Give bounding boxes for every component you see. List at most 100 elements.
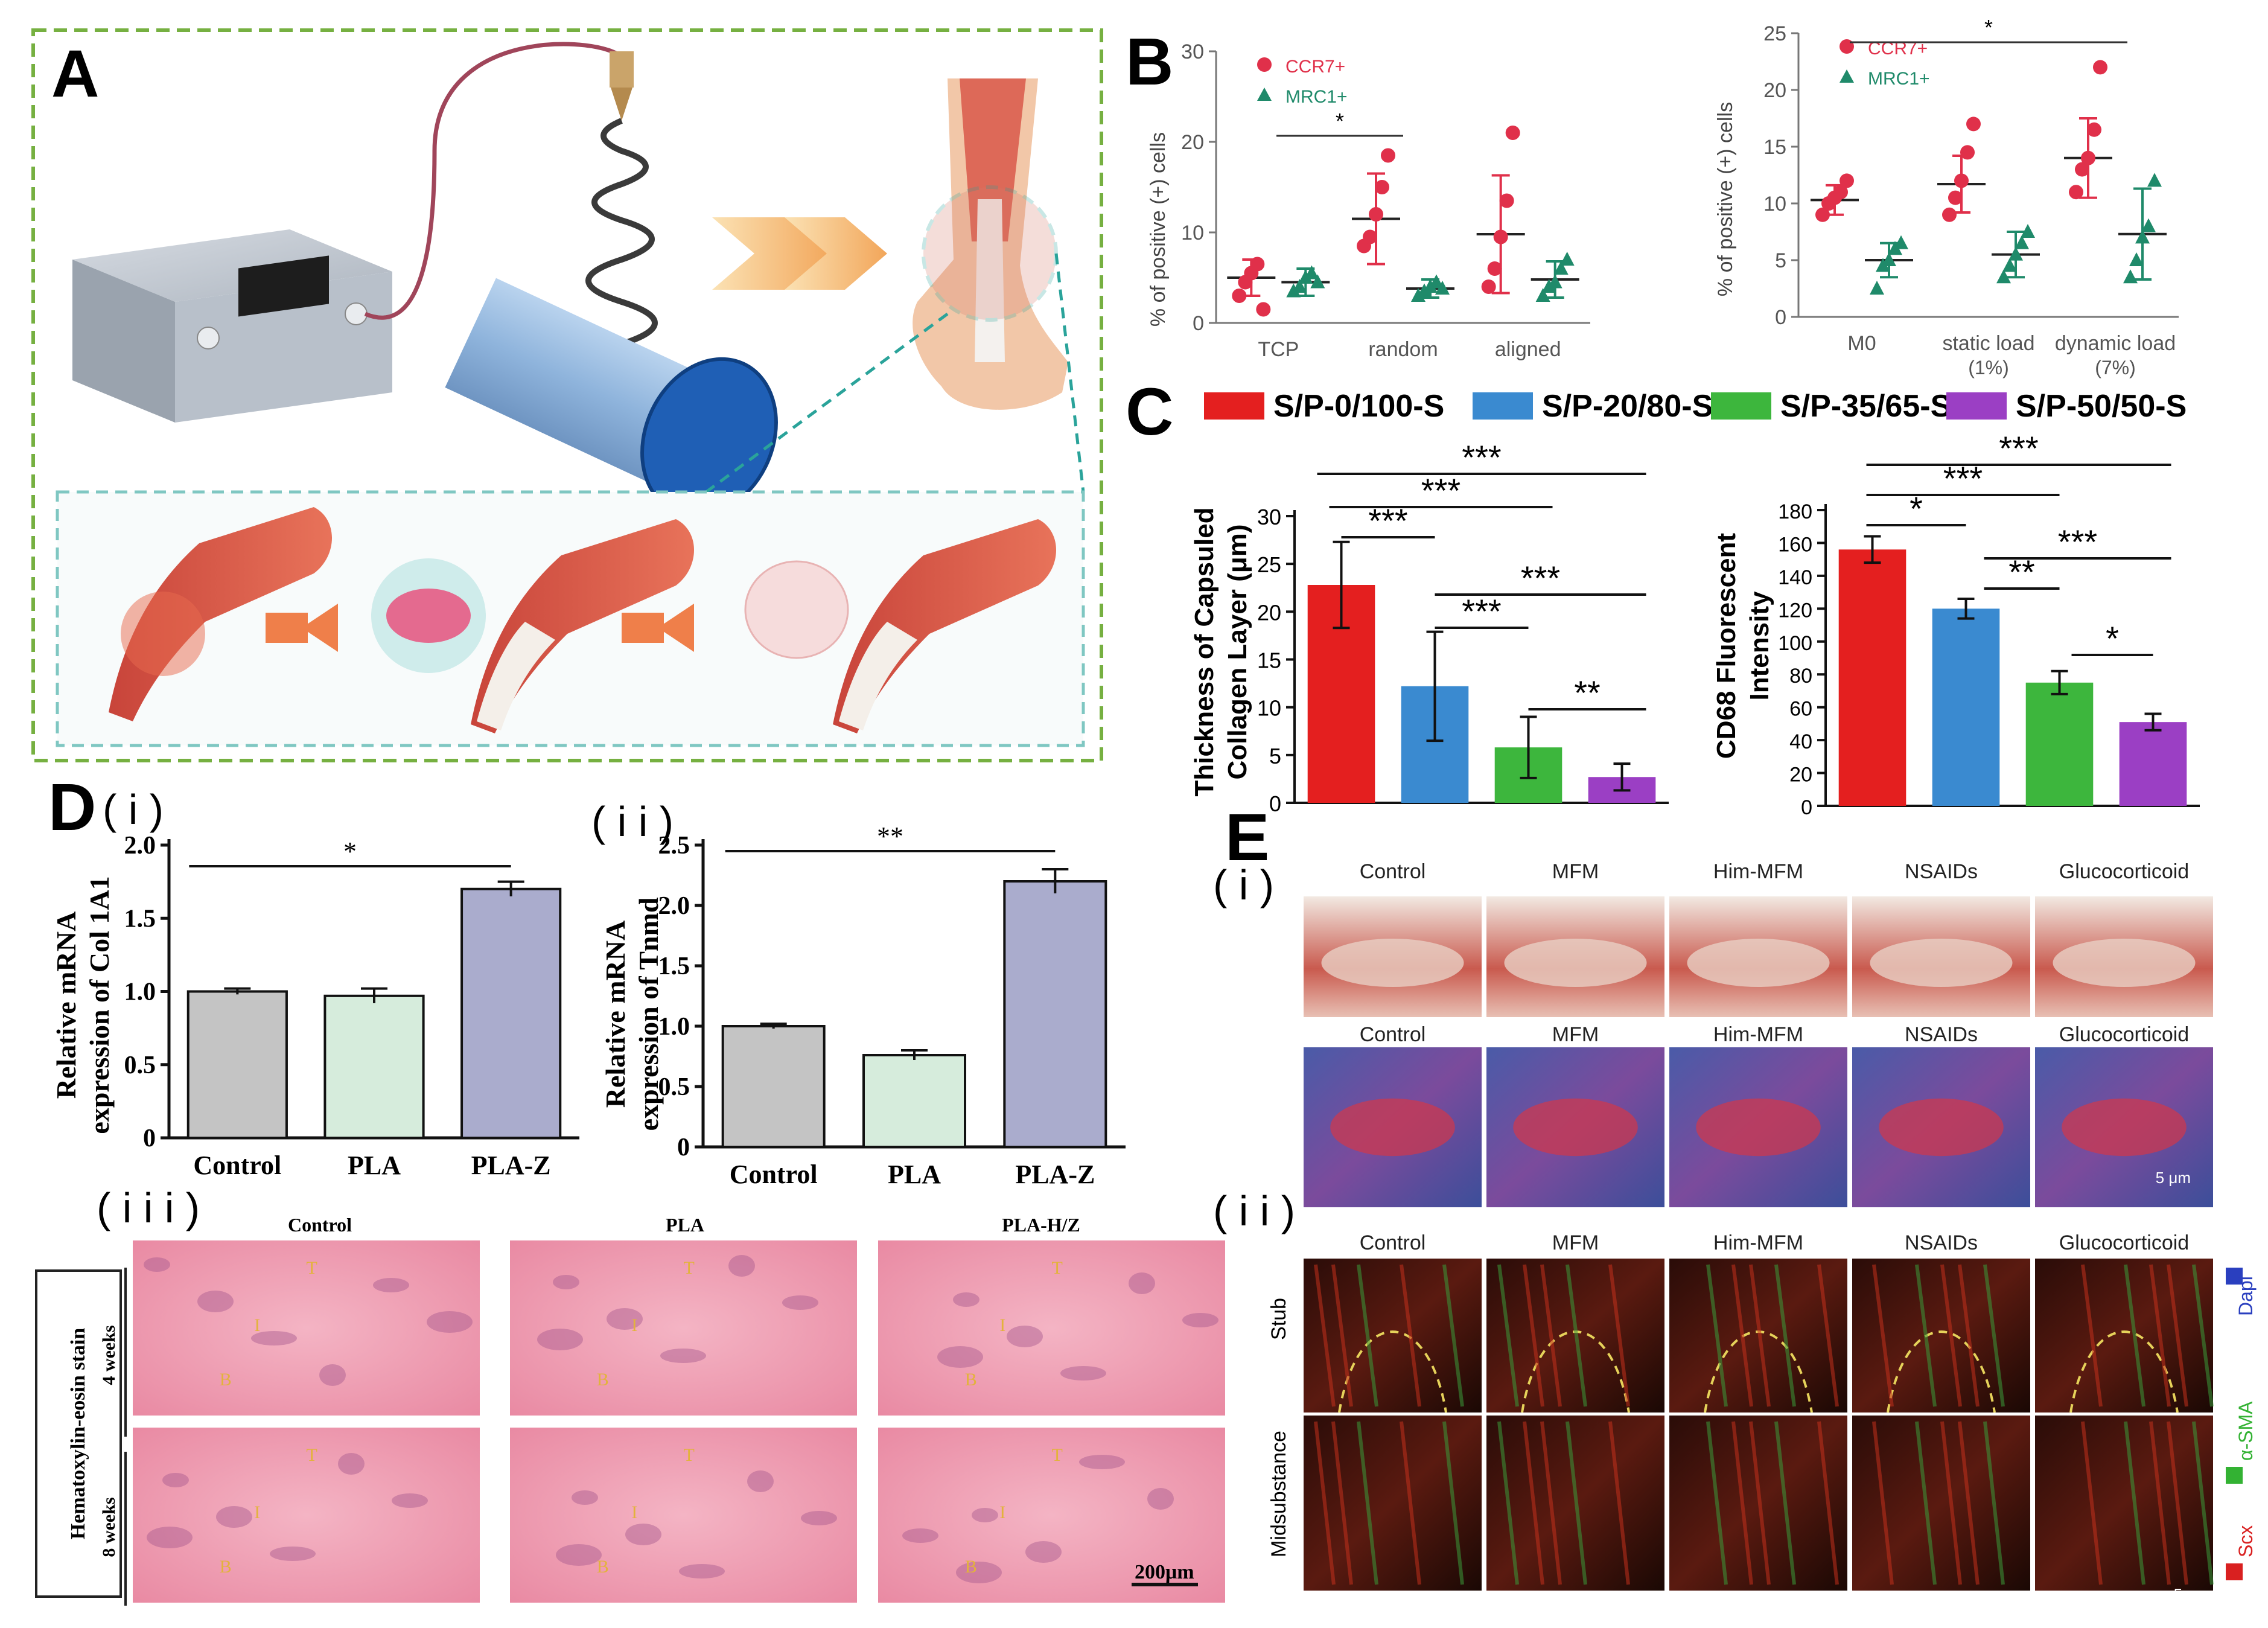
b2-point-ccr7	[1966, 117, 1981, 132]
power-supply-illustration	[72, 42, 623, 423]
b1-point-mrc1	[1535, 288, 1550, 302]
e-gross-tendon	[1687, 939, 1830, 987]
rotating-collector	[445, 278, 778, 519]
b1-point-ccr7	[1381, 148, 1395, 163]
e-gross-tendon	[1870, 939, 2013, 987]
b1-ytick-label: 30	[1181, 40, 1204, 63]
he-cell-cluster	[937, 1346, 983, 1368]
e-scale-label-1: 5 μm	[2156, 1169, 2191, 1187]
panel-b: B % of positive (+) cells % of positive …	[1126, 15, 2179, 378]
e-fluor-fiber	[1774, 1264, 1796, 1407]
b1-point-ccr7	[1375, 180, 1389, 194]
c-legend-swatch-2	[1711, 392, 1771, 420]
he-tile	[878, 1240, 1225, 1416]
he-cell-cluster	[270, 1547, 316, 1561]
e-image-grid: Control MFM Him-MFM NSAIDs Glucocorticoid Con…	[1304, 860, 2214, 1591]
he-cell-cluster	[392, 1493, 428, 1508]
e-fluor-fiber	[1497, 1421, 1519, 1585]
col-label-control: Control	[288, 1214, 352, 1236]
e-fluor-fiber	[1314, 1264, 1336, 1407]
d2-bar	[1003, 880, 1107, 1148]
d1-ytick-label: 2.0	[124, 832, 156, 860]
he-tile	[878, 1428, 1225, 1603]
b1-point-mrc1	[1417, 283, 1432, 298]
e-fluor-fiber	[1540, 1421, 1562, 1585]
e-sub-i: ( i )	[1213, 861, 1274, 908]
c2-sig-label: ***	[1999, 429, 2038, 467]
d1-ytick-label: 0	[143, 1125, 156, 1152]
e-col-label: Control	[1360, 1023, 1426, 1046]
e-fluor-fiber	[2124, 1264, 2145, 1407]
e-col-label: MFM	[1552, 1023, 1599, 1046]
he-cell-cluster	[427, 1311, 473, 1333]
e-fluor-fiber	[2149, 1421, 2171, 1585]
d1-bar	[323, 994, 425, 1140]
d2-cat-label: PLA-Z	[1015, 1160, 1095, 1189]
e-fluor-fiber	[1706, 1421, 1728, 1585]
b1-point-ccr7	[1493, 229, 1508, 244]
e-fluor-stub-tile	[2035, 1259, 2213, 1413]
e-fluor-fiber	[1566, 1421, 1587, 1585]
he-cell-cluster	[801, 1511, 837, 1525]
b2-sig-star: *	[1984, 15, 1993, 40]
c1-sig-label: **	[1574, 674, 1601, 712]
b2-point-mrc1	[2141, 218, 2156, 232]
d1-ylabel-1: Relative mRNA	[51, 911, 81, 1099]
he-mark-b: B	[965, 1370, 977, 1390]
e-fluor-fiber	[1749, 1264, 1771, 1407]
b1-point-mrc1	[1423, 279, 1438, 293]
b1-point-mrc1	[1429, 274, 1444, 289]
he-cell-cluster	[953, 1292, 980, 1307]
he-cell-cluster	[144, 1257, 170, 1272]
panel-e: E ( i ) ( i i ) Control MFM Him-MFM NSAIDs G…	[1213, 800, 2257, 1603]
d2-bar	[862, 1054, 966, 1148]
he-scale-label: 200μm	[1135, 1561, 1194, 1583]
he-cell-cluster	[553, 1275, 579, 1289]
he-mark-i: I	[254, 1502, 260, 1522]
he-mark-t: T	[1052, 1445, 1063, 1465]
he-cell-cluster	[197, 1291, 234, 1312]
e-fluor-fiber	[2167, 1264, 2188, 1407]
e-fluor-midsubstance-tile	[1852, 1416, 2030, 1591]
c2-ytick-label: 80	[1789, 665, 1812, 688]
e-fluor-fiber	[2167, 1421, 2188, 1585]
e-fluor-fiber	[1540, 1264, 1562, 1407]
e-masson-red-region	[1879, 1098, 2004, 1157]
d2-ytick-label: 0	[677, 1134, 690, 1161]
d2-ylabel-1: Relative mRNA	[600, 921, 631, 1108]
b2-point-mrc1	[1894, 235, 1908, 249]
he-mark-b: B	[220, 1557, 232, 1577]
e-col-label: Glucocorticoid	[2059, 1231, 2189, 1254]
e-sub-ii: ( i i )	[1213, 1187, 1295, 1234]
b1-point-ccr7	[1481, 279, 1496, 294]
e-fluor-fiber	[1749, 1421, 1771, 1585]
he-mark-t: T	[307, 1258, 317, 1278]
c-legend: S/P-0/100-S S/P-20/80-S S/P-35/65-S S/P-…	[1204, 389, 2187, 424]
b1-cat-label: TCP	[1258, 338, 1299, 361]
c1-ytick-label: 10	[1257, 696, 1281, 721]
panel-b-letter: B	[1126, 25, 1173, 99]
he-cell-cluster	[537, 1329, 583, 1350]
he-mark-t: T	[1052, 1258, 1063, 1278]
e-fluor-fiber	[1774, 1421, 1796, 1585]
e-col-label: NSAIDs	[1905, 1023, 1978, 1046]
he-tile	[133, 1428, 480, 1603]
ankle-tendon-illustration	[705, 78, 1085, 494]
panel-c-letter: C	[1126, 375, 1173, 449]
d2-sig-label: **	[877, 822, 903, 851]
e-fluor-fiber	[1357, 1264, 1378, 1407]
b2-point-ccr7	[1948, 190, 1963, 205]
e-row-stub: Stub	[1267, 1298, 1290, 1340]
b2-point-ccr7	[1954, 173, 1969, 188]
e-col-label: Him-MFM	[1713, 1231, 1803, 1254]
b1-cat-label: random	[1368, 338, 1438, 361]
b1-point-ccr7	[1363, 229, 1377, 244]
d1-cat-label: Control	[193, 1151, 281, 1180]
b2-legend-mrc1-marker	[1840, 69, 1854, 83]
panel-a-letter: A	[51, 37, 99, 111]
b2-legend-mrc1: MRC1+	[1868, 69, 1930, 89]
he-cell-cluster	[556, 1544, 602, 1566]
c1-sig-label: ***	[1462, 438, 1501, 476]
